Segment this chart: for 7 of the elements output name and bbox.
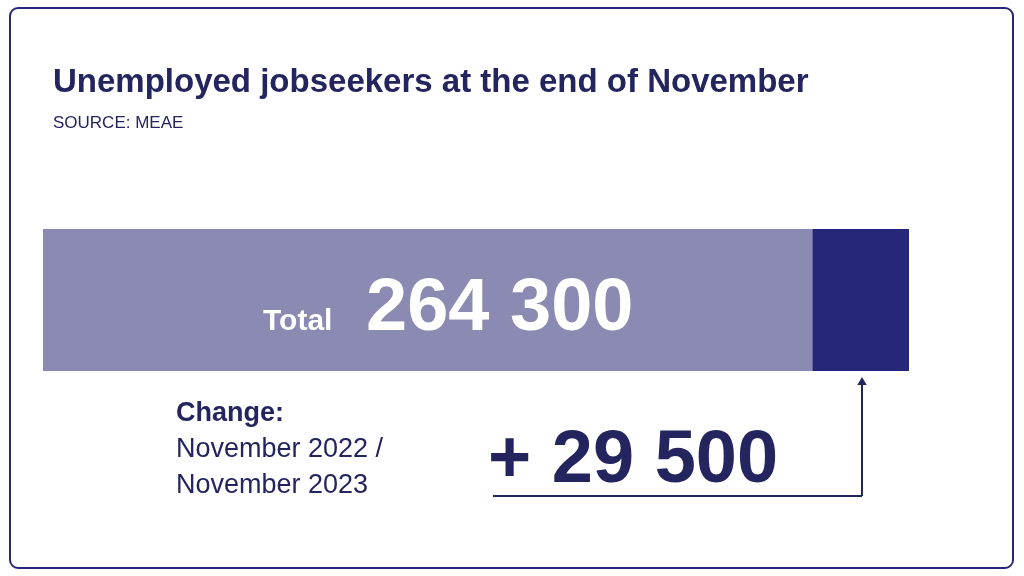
annotation: 264 300 [366, 263, 634, 346]
chart-title: Unemployed jobseekers at the end of November [53, 62, 809, 99]
annotation: Total [263, 303, 333, 336]
source-note: SOURCE: MEAE [53, 113, 184, 132]
text: Change: [176, 397, 284, 427]
text: November 2022 / November 2023 [176, 433, 384, 499]
text: + 29 500 [488, 415, 779, 498]
